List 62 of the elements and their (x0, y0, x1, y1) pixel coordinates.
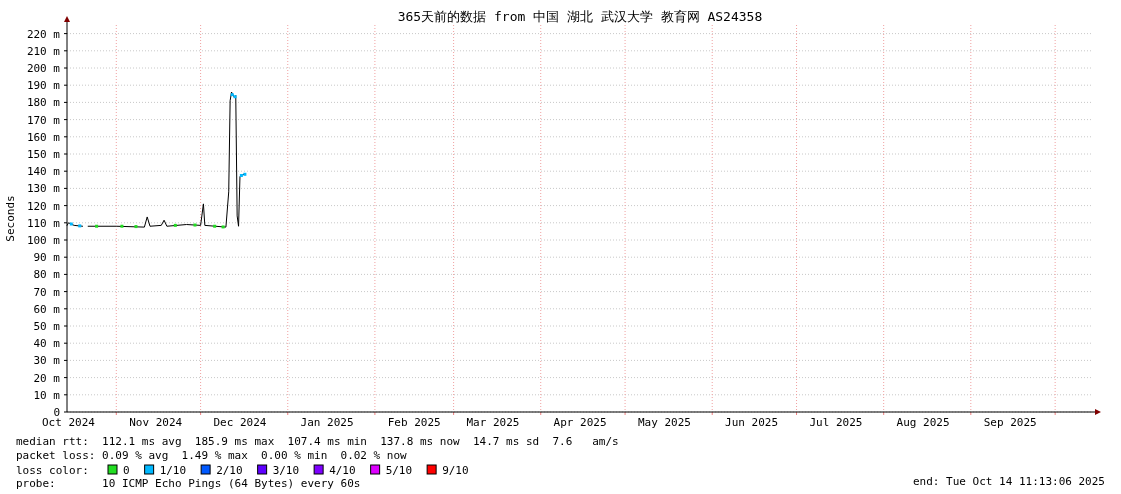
text: packet loss: 0.09 % avg 1.49 % max 0.00 % min 0.02 % now (16, 449, 408, 462)
y-tick-label: 80 m (33, 268, 61, 282)
point (193, 223, 197, 227)
text: probe: 10 ICMP Echo Pings (64 Bytes) every 60s (16, 477, 361, 490)
x-tick-label: Aug 2025 (896, 416, 950, 429)
legend-label: 2/10 (216, 464, 243, 477)
legend-label: 3/10 (272, 464, 300, 477)
y-tick-label: 0 (53, 406, 60, 419)
y-tick-label: 130 m (26, 182, 61, 196)
x-tick-label: Apr 2025 (553, 416, 607, 429)
point (120, 224, 124, 228)
y-tick-label: 100 m (26, 234, 61, 247)
y-tick-label: 120 m (26, 199, 61, 213)
text: end: Tue Oct 14 11:13:06 2025 (912, 475, 1105, 488)
legend-label: 0 (123, 464, 130, 477)
y-tick-label: 60 m (33, 302, 61, 316)
y-tick-label: 160 m (26, 130, 61, 144)
text: median rtt: 112.1 ms avg 185.9 ms max 107.4 ms min 137.8 ms now 14.7 ms sd 7.6 am/s (16, 435, 619, 448)
legend-title: loss color: (16, 464, 89, 477)
y-tick-label: 140 m (26, 165, 61, 179)
y-tick-label: 40 m (33, 337, 61, 351)
point (213, 224, 217, 228)
y-tick-label: 110 m (26, 216, 61, 230)
x-tick-label: Feb 2025 (387, 416, 441, 429)
point (239, 174, 243, 177)
point (69, 222, 73, 226)
legend-label: 4/10 (329, 464, 356, 477)
x-tick-label: Mar 2025 (466, 416, 520, 429)
y-tick-label: 200 m (26, 62, 61, 75)
y-tick-label: 90 m (33, 251, 61, 265)
legend-label: 1/10 (159, 464, 187, 477)
point (78, 224, 82, 228)
y-tick-label: 30 m (33, 354, 61, 368)
y-tick-label: 150 m (26, 148, 61, 161)
y-tick-label: 70 m (33, 285, 61, 299)
point (233, 95, 237, 99)
chart-title: 365天前的数据 from 中国 湖北 武汉大学 教育网 AS24358 (397, 9, 763, 24)
point (230, 93, 234, 97)
x-tick-label: Nov 2024 (129, 416, 183, 429)
x-tick-label: Oct 2024 (42, 416, 96, 429)
y-tick-label: 20 m (33, 371, 61, 385)
x-tick-label: Dec 2024 (213, 416, 267, 429)
x-tick-label: Jan 2025 (300, 416, 354, 429)
y-tick-label: 180 m (26, 96, 61, 110)
x-tick-label: May 2025 (637, 416, 691, 429)
x-tick-label: Jul 2025 (809, 416, 863, 429)
y-tick-label: 10 m (33, 388, 61, 402)
y-axis-title: Seconds (4, 195, 17, 242)
y-tick-label: 50 m (33, 320, 61, 333)
point (95, 224, 99, 228)
y-tick-label: 220 m (26, 27, 61, 41)
x-tick-label: Jun 2025 (725, 416, 779, 429)
point (173, 223, 177, 227)
y-tick-label: 210 m (26, 44, 61, 58)
point (134, 225, 138, 229)
y-tick-label: 170 m (26, 113, 61, 127)
x-tick-label: Sep 2025 (983, 416, 1037, 429)
point (221, 225, 225, 229)
legend-label: 9/10 (442, 464, 469, 477)
legend-label: 5/10 (385, 464, 413, 477)
y-tick-label: 190 m (26, 79, 61, 93)
point (243, 172, 247, 176)
